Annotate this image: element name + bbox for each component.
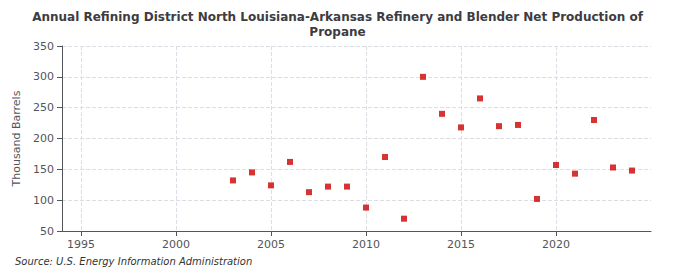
- svg-text:300: 300: [33, 70, 54, 83]
- svg-text:2010: 2010: [352, 238, 380, 251]
- svg-text:2005: 2005: [257, 238, 285, 251]
- svg-text:Source: U.S. Energy Informatio: Source: U.S. Energy Information Administ…: [15, 256, 252, 267]
- svg-text:250: 250: [33, 101, 54, 114]
- svg-text:350: 350: [33, 40, 54, 53]
- svg-text:1995: 1995: [67, 238, 95, 251]
- svg-text:2000: 2000: [162, 238, 190, 251]
- svg-text:Propane: Propane: [309, 25, 365, 39]
- svg-text:150: 150: [33, 163, 54, 176]
- svg-text:2015: 2015: [447, 238, 475, 251]
- svg-text:2020: 2020: [542, 238, 570, 251]
- svg-text:Annual Refining District North: Annual Refining District North Louisiana…: [32, 10, 644, 24]
- svg-text:100: 100: [33, 194, 54, 207]
- svg-text:Thousand Barrels: Thousand Barrels: [10, 90, 23, 187]
- svg-text:200: 200: [33, 132, 54, 145]
- svg-text:50: 50: [40, 225, 54, 238]
